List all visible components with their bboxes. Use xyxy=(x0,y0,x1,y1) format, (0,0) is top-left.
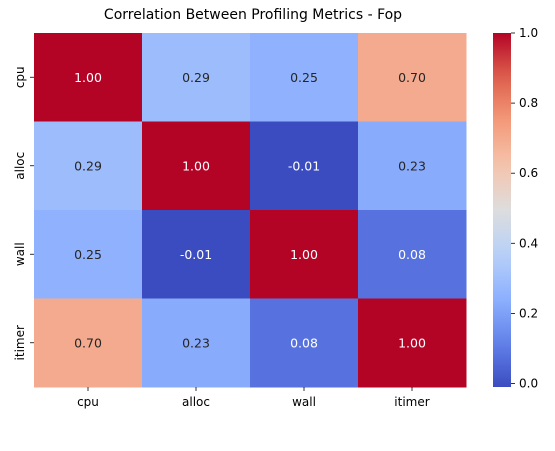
x-tick-label: itimer xyxy=(394,395,429,409)
cell-value-label: 0.29 xyxy=(74,158,102,173)
heatmap-cell xyxy=(142,33,251,122)
cell-value-label: 1.00 xyxy=(182,158,210,173)
cell-value-label: 0.08 xyxy=(290,335,318,350)
colorbar-gradient xyxy=(493,33,511,387)
colorbar-tick-label: 0.2 xyxy=(519,306,538,320)
heatmap-cell xyxy=(358,298,467,388)
chart-title: Correlation Between Profiling Metrics - … xyxy=(104,7,402,23)
cell-value-label: 0.25 xyxy=(290,70,318,85)
y-tick-label: wall xyxy=(13,242,27,266)
cell-value-label: 0.70 xyxy=(398,70,426,85)
colorbar-tick-label: 0.6 xyxy=(519,166,538,180)
colorbar-tick-label: 1.0 xyxy=(519,26,538,40)
heatmap-cell xyxy=(250,121,359,211)
y-axis: cpu alloc wall itimer xyxy=(13,66,34,360)
x-tick-label: cpu xyxy=(77,395,99,409)
x-axis: cpu alloc wall itimer xyxy=(77,387,430,409)
x-tick-label: alloc xyxy=(182,395,210,409)
heatmap-cell xyxy=(250,298,359,388)
heatmap-cell xyxy=(34,121,143,211)
heatmap-cell xyxy=(34,210,143,299)
colorbar: 0.0 0.2 0.4 0.6 0.8 1.0 xyxy=(493,26,538,390)
cell-value-label: 1.00 xyxy=(398,335,426,350)
heatmap-cell xyxy=(34,33,143,122)
cell-value-label: -0.01 xyxy=(180,247,212,262)
heatmap-cell xyxy=(358,210,467,299)
y-tick-label: cpu xyxy=(13,66,27,88)
cell-value-label: 0.23 xyxy=(398,158,426,173)
heatmap-cell xyxy=(358,121,467,211)
colorbar-tick-label: 0.4 xyxy=(519,236,538,250)
cell-value-label: 0.25 xyxy=(74,247,102,262)
cell-value-label: 0.70 xyxy=(74,335,102,350)
heatmap-cell xyxy=(250,210,359,299)
cell-value-label: 0.23 xyxy=(182,335,210,350)
y-tick-label: alloc xyxy=(13,152,27,180)
heatmap-cells: 1.00 0.29 0.25 0.70 0.29 1.00 -0.01 0.23 0.25 -0.… xyxy=(34,33,467,388)
heatmap-cell xyxy=(142,210,251,299)
cell-value-label: 0.29 xyxy=(182,70,210,85)
heatmap-cell xyxy=(358,33,467,122)
cell-value-label: -0.01 xyxy=(288,158,320,173)
y-tick-label: itimer xyxy=(13,325,27,360)
colorbar-tick-label: 0.8 xyxy=(519,96,538,110)
colorbar-tick-label: 0.0 xyxy=(519,376,538,390)
cell-value-label: 1.00 xyxy=(290,247,318,262)
heatmap-cell xyxy=(142,121,251,211)
heatmap-cell xyxy=(142,298,251,388)
x-tick-label: wall xyxy=(292,395,316,409)
heatmap-cell xyxy=(250,33,359,122)
heatmap-cell xyxy=(34,298,143,388)
cell-value-label: 1.00 xyxy=(74,70,102,85)
cell-value-label: 0.08 xyxy=(398,247,426,262)
